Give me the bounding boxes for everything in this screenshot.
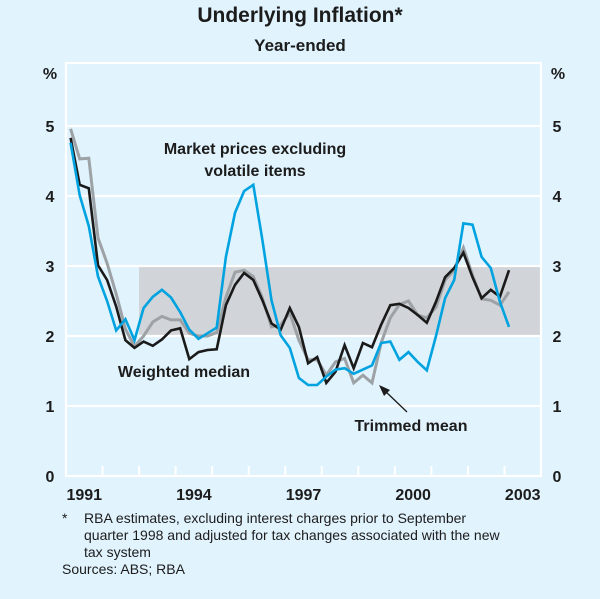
x-tick-label: 2000 <box>395 487 431 504</box>
x-tick-label: 2003 <box>505 487 541 504</box>
annotation-market-prices-line2: volatile items <box>204 163 305 180</box>
x-tick-label: 1997 <box>286 487 322 504</box>
plot-frame <box>64 61 543 478</box>
x-tick-label: 1994 <box>176 487 212 504</box>
footnote-marker: * <box>62 510 68 526</box>
y-tick-label-left: 0 <box>46 469 55 486</box>
y-tick-label-left: 5 <box>46 119 55 136</box>
x-tick-label: 1991 <box>66 487 102 504</box>
sources-note: Sources: ABS; RBA <box>62 561 185 577</box>
y-tick-label-left: 2 <box>46 329 55 346</box>
annotation-trimmed-mean: Trimmed mean <box>355 418 468 435</box>
y-axis-unit-right: % <box>551 66 565 83</box>
target-band <box>139 266 542 336</box>
trimmed-mean-arrowhead-icon <box>379 385 390 396</box>
y-tick-label-left: 3 <box>46 259 55 276</box>
footnote-text: RBA estimates, excluding interest charge… <box>84 510 500 560</box>
series-trimmed-mean <box>69 128 511 386</box>
chart-title: Underlying Inflation* <box>197 4 403 27</box>
footnotes: * RBA estimates, excluding interest char… <box>62 510 514 578</box>
y-tick-label-right: 2 <box>553 329 562 346</box>
series-market-prices <box>69 142 511 387</box>
annotation-market-prices-line1: Market prices excluding <box>164 141 346 158</box>
y-tick-label-right: 3 <box>553 259 562 276</box>
chart-subtitle: Year-ended <box>254 36 346 55</box>
y-tick-label-right: 5 <box>553 119 562 136</box>
y-tick-label-right: 1 <box>553 399 562 416</box>
y-tick-label-right: 4 <box>553 189 562 206</box>
y-tick-label-left: 1 <box>46 399 55 416</box>
series-weighted-median <box>69 137 511 386</box>
annotation-weighted-median: Weighted median <box>118 364 250 381</box>
y-tick-label-left: 4 <box>46 189 55 206</box>
y-tick-label-right: 0 <box>553 469 562 486</box>
y-axis-unit-left: % <box>43 66 57 83</box>
